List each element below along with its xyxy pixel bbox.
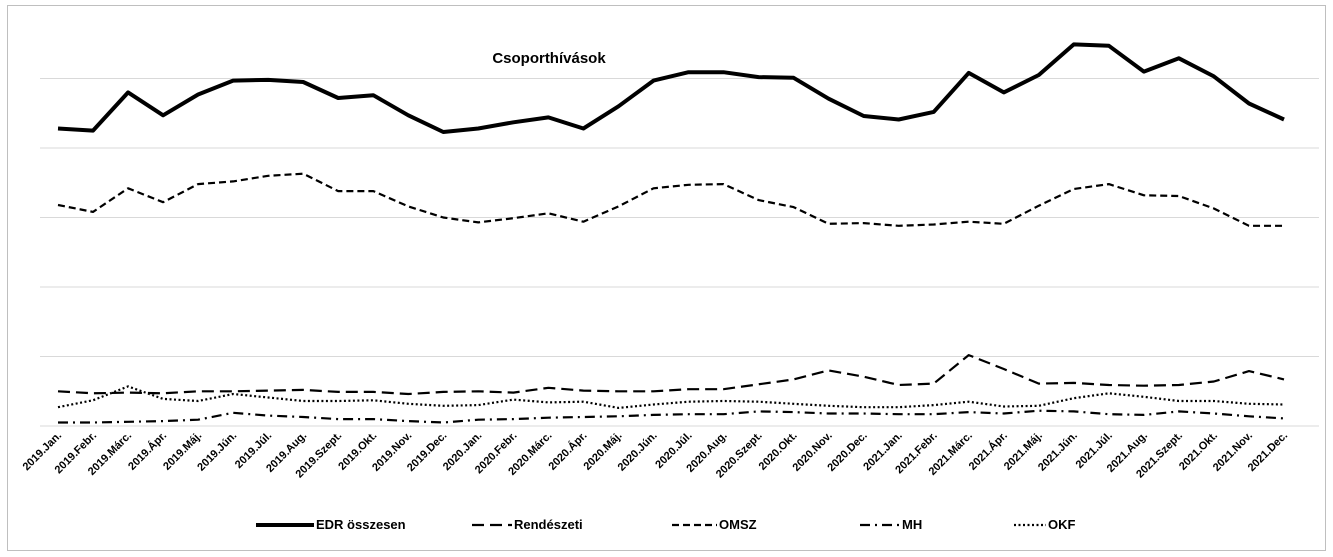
series-line-2	[57, 354, 1285, 396]
legend-label-1: EDR összesen	[316, 517, 406, 532]
series-line-5	[57, 385, 1285, 409]
legend-label-2: Rendészeti	[514, 517, 583, 532]
legend-label-3: OMSZ	[719, 517, 757, 532]
chart-title: Csoporthívások	[492, 50, 606, 67]
legend: EDR összesen Rendészeti OMSZ MH OKF	[256, 517, 1076, 532]
series-layer	[57, 42, 1285, 424]
legend-label-5: OKF	[1048, 517, 1076, 532]
series-line-4	[58, 409, 1285, 424]
legend-label-4: MH	[902, 517, 922, 532]
series-line-3	[57, 172, 1284, 227]
x-axis-ticks: 2019.Jan.2019.Febr.2019.Márc.2019.Ápr.20…	[21, 429, 1291, 481]
chart-frame	[7, 5, 1326, 551]
gridlines	[40, 78, 1319, 427]
series-line-1	[57, 42, 1285, 134]
